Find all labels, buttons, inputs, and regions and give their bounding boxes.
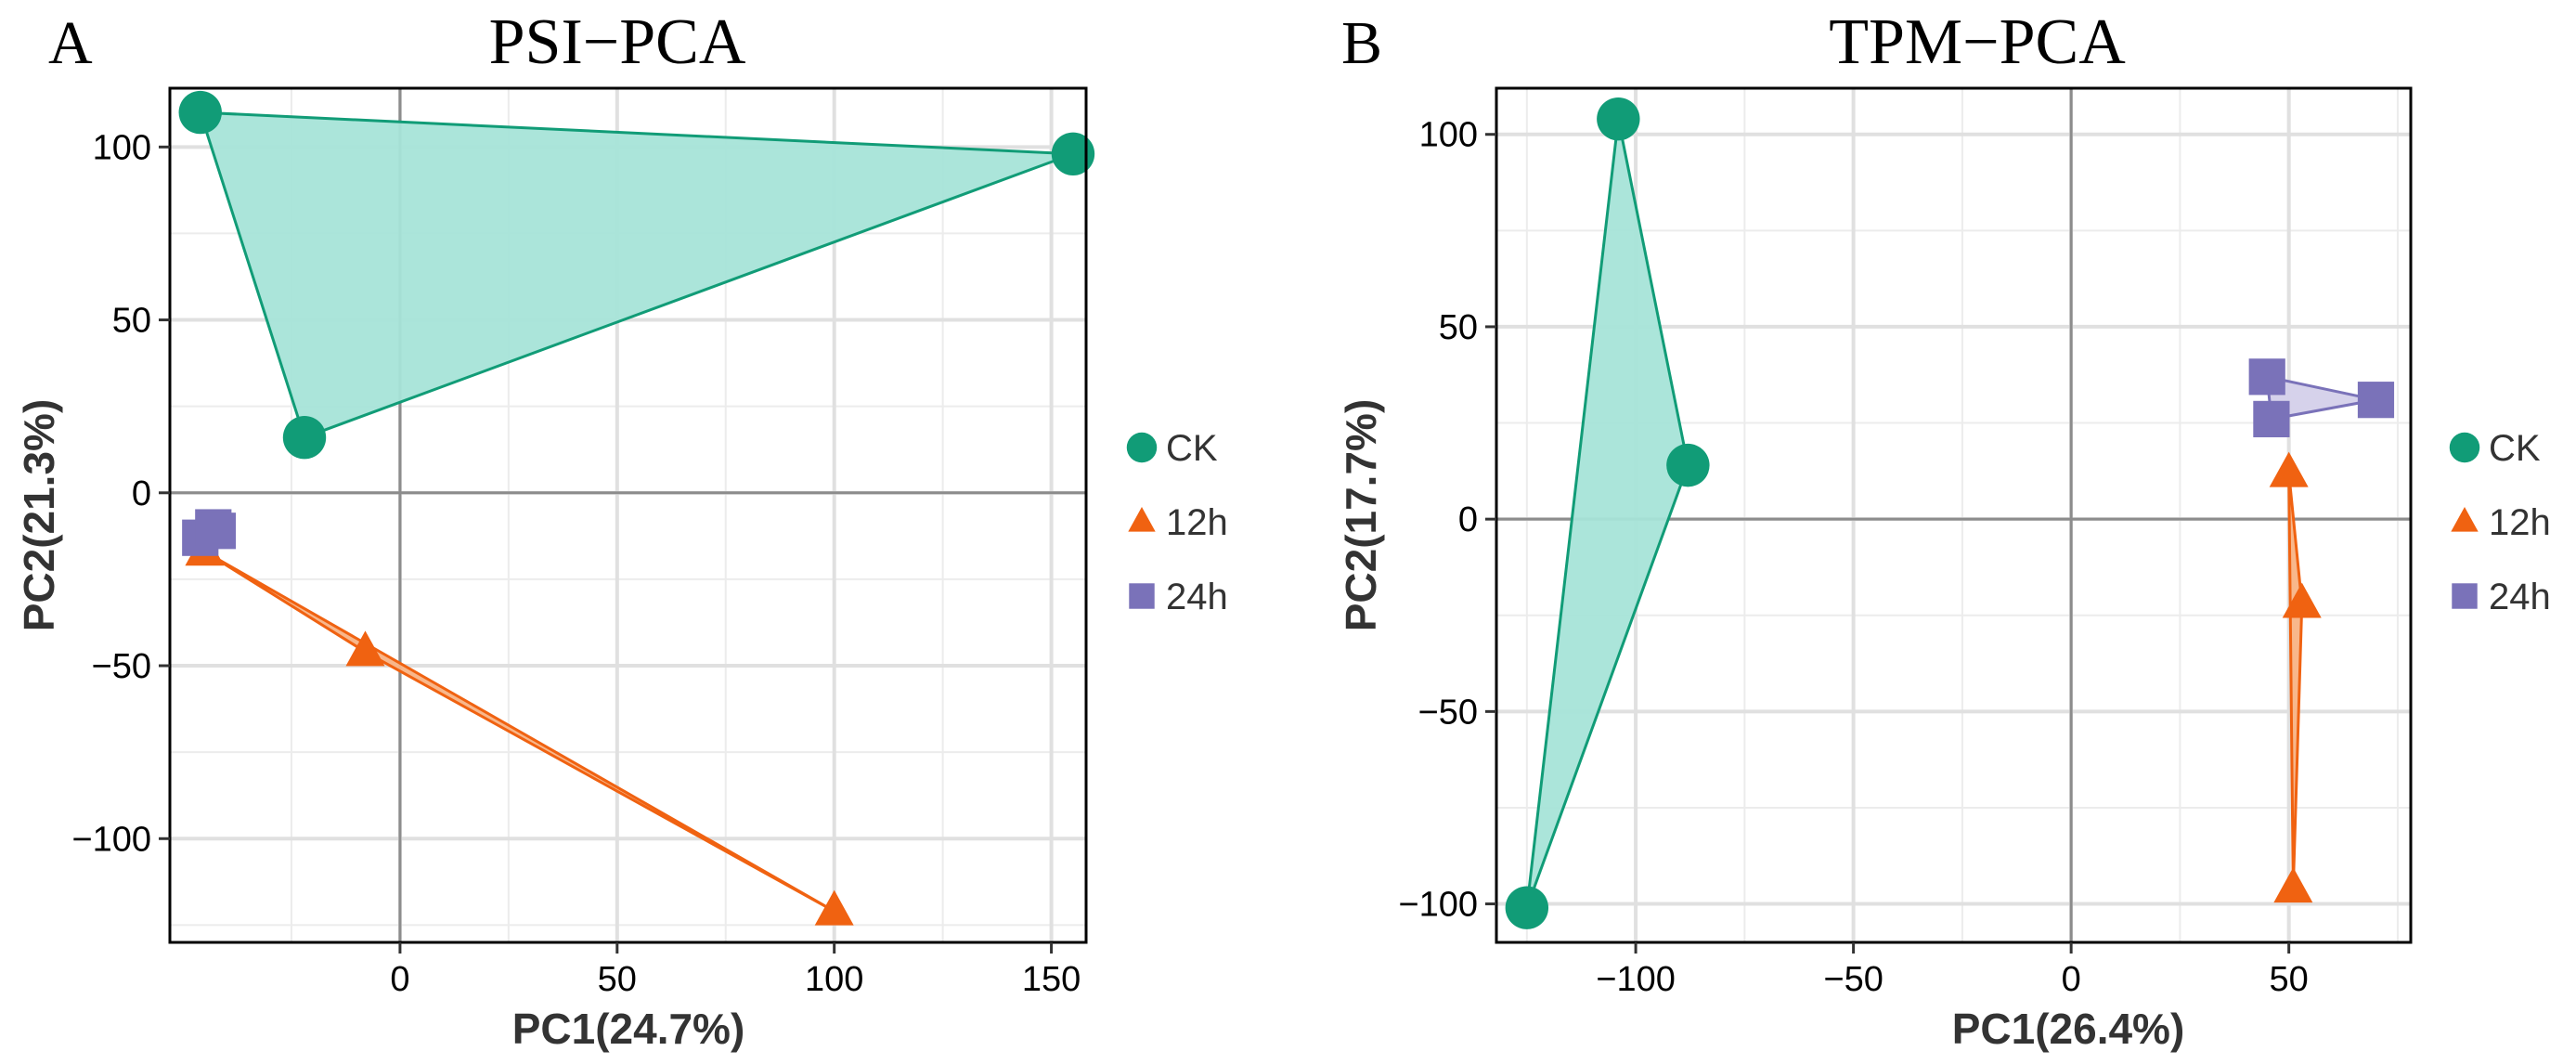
panel-b-hulls <box>1525 117 2377 910</box>
panel-b-point-ck <box>1597 97 1640 141</box>
panel-a-y-axis-label: PC2(21.3%) <box>15 399 63 632</box>
panel-a-legend-label-12h: 12h <box>1166 502 1228 543</box>
panel-a-y-tick-label: 50 <box>112 302 151 341</box>
panel-b-hull-ck <box>1525 117 1689 910</box>
panel-b-legend-key-24h <box>2452 583 2478 609</box>
panel-a-y-ticks: −100 −50 0 50 100 <box>71 128 170 859</box>
panel-b-hull-24h <box>2265 375 2377 421</box>
panel-b-point-12h <box>2269 451 2309 487</box>
panel-b-y-tick-label: 100 <box>1419 116 1478 155</box>
panel-b-x-tick-label: 50 <box>2270 960 2309 999</box>
panel-a-legend-label-ck: CK <box>1166 428 1218 469</box>
panel-a-x-tick-label: 150 <box>1022 960 1081 999</box>
panel-b-hull-12h <box>2287 471 2304 890</box>
panel-b-legend-key-12h <box>2451 507 2479 532</box>
panel-b-point-24h <box>2357 382 2395 419</box>
panel-b-y-tick-label: −100 <box>1398 886 1478 925</box>
panel-a-plot-frame <box>168 86 1088 944</box>
panel-b-point-12h <box>2282 582 2322 618</box>
panel-a-point-12h <box>814 889 854 926</box>
panel-a-x-tick-label: 0 <box>390 960 409 999</box>
panel-a-hull-12h <box>202 550 836 913</box>
panel-a-letter: A <box>48 9 93 77</box>
panel-a-x-tick-label: 100 <box>805 960 863 999</box>
panel-b-x-ticks: −100 −50 0 50 <box>1596 942 2309 999</box>
panel-b-y-tick-label: 50 <box>1439 308 1478 347</box>
panel-b-x-axis-label: PC1(26.4%) <box>1952 1005 2185 1053</box>
panel-a-legend-key-12h <box>1128 507 1156 532</box>
panel-b-point-12h <box>2273 867 2313 903</box>
panel-b-x-tick-label: −100 <box>1596 960 1676 999</box>
panel-b-y-axis-label: PC2(17.7%) <box>1337 399 1385 632</box>
panel-b-legend-label-12h: 12h <box>2489 502 2551 543</box>
panel-b-legend-label-24h: 24h <box>2489 577 2551 617</box>
panel-b-legend-key-ck <box>2449 432 2480 463</box>
panel-b-letter: B <box>1341 9 1382 77</box>
panel-b-minor-grid <box>1496 88 2411 942</box>
panel-a-x-axis-label: PC1(24.7%) <box>512 1005 745 1053</box>
panel-a-x-ticks: 0 50 100 150 <box>390 942 1081 999</box>
panel-b-points <box>1505 97 2395 929</box>
panel-b-point-24h <box>2248 358 2285 396</box>
panel-a-legend-label-24h: 24h <box>1166 577 1228 617</box>
panel-b-point-ck <box>1666 443 1710 487</box>
panel-b-point-24h <box>2253 400 2290 437</box>
panel-a-points <box>178 90 1095 926</box>
panel-a-legend: CK 12h 24h <box>1126 428 1228 617</box>
panel-a-hull-ck <box>199 110 1075 439</box>
panel-a-y-tick-label: −100 <box>71 820 151 859</box>
panel-b-legend-label-ck: CK <box>2489 428 2541 469</box>
panel-a-y-tick-label: −50 <box>92 647 151 686</box>
panel-a-point-ck <box>1051 132 1095 175</box>
panel-a-legend-key-ck <box>1126 432 1158 463</box>
panel-b-plot-frame <box>1495 86 2413 944</box>
panel-b-y-tick-label: 0 <box>1458 500 1478 539</box>
panel-b-legend: CK 12h 24h <box>2449 428 2551 617</box>
panel-a-point-12h <box>345 630 385 667</box>
panel-a-legend-key-24h <box>1129 583 1155 609</box>
panel-b-title: TPM−PCA <box>1829 6 2126 78</box>
panel-b-x-tick-label: 0 <box>2062 960 2081 999</box>
panel-b-y-tick-label: −50 <box>1418 693 1478 732</box>
panel-a-title: PSI−PCA <box>489 6 746 78</box>
panel-b-y-ticks: −100 −50 0 50 100 <box>1398 116 1496 925</box>
panel-a-point-ck <box>178 90 222 135</box>
panel-a-psi-pca: A PSI−PCA 0 50 100 150 −100 −50 0 50 100 PC1(24… <box>15 6 1228 1053</box>
panel-b-point-ck <box>1505 886 1549 929</box>
panel-a-x-tick-label: 50 <box>598 960 637 999</box>
panel-a-point-24h <box>199 513 237 550</box>
panel-b-tpm-pca: B TPM−PCA −100 −50 0 50 −100 −50 0 50 100 PC1(2… <box>1337 6 2551 1053</box>
panel-a-y-tick-label: 0 <box>132 474 151 513</box>
panel-a-y-tick-label: 100 <box>93 128 151 167</box>
panel-b-x-tick-label: −50 <box>1823 960 1883 999</box>
panel-a-point-ck <box>282 415 327 460</box>
